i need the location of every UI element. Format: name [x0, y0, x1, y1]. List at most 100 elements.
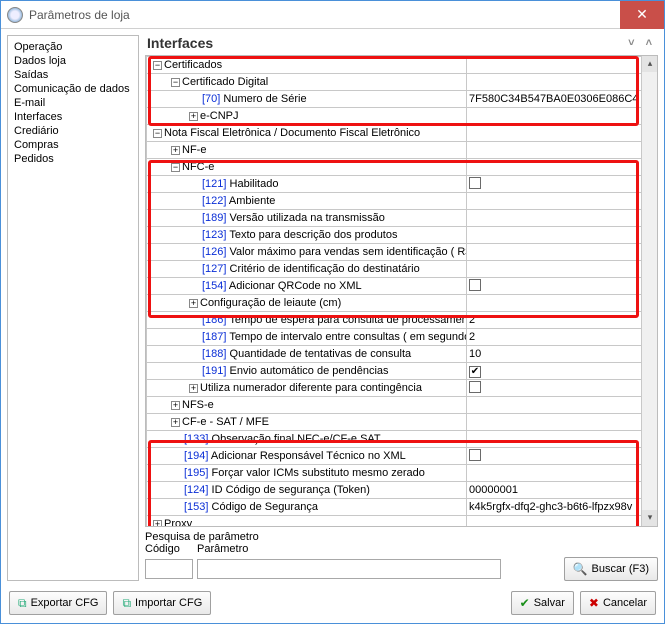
param-value-cell[interactable] — [467, 465, 657, 482]
param-row[interactable]: +e-CNPJ — [147, 108, 657, 125]
vertical-scrollbar[interactable]: ▴ ▾ — [641, 56, 657, 526]
param-row[interactable]: −NFC-e — [147, 159, 657, 176]
collapse-expand-chevrons[interactable]: ˅ ˄ — [628, 37, 656, 49]
checkbox[interactable] — [469, 381, 481, 393]
param-value-cell[interactable] — [467, 397, 657, 414]
sidebar-item-6[interactable]: Crediário — [14, 124, 132, 138]
param-value-cell[interactable] — [467, 431, 657, 448]
tree-toggle[interactable]: − — [153, 129, 162, 138]
checkbox[interactable]: ✔ — [469, 366, 481, 378]
param-value-cell[interactable] — [467, 278, 657, 295]
param-value-cell[interactable] — [467, 125, 657, 142]
param-label-cell: +Configuração de leiaute (cm) — [147, 295, 467, 312]
param-row[interactable]: +NFS-e — [147, 397, 657, 414]
tree-toggle[interactable]: − — [171, 78, 180, 87]
param-row[interactable]: [123] Texto para descrição dos produtos — [147, 227, 657, 244]
param-row[interactable]: [191] Envio automático de pendências✔ — [147, 363, 657, 380]
param-value-cell[interactable]: 7F580C34B547BA0E0306E086C4 — [467, 91, 657, 108]
export-cfg-button[interactable]: ⧉ Exportar CFG — [9, 591, 107, 615]
param-row[interactable]: [186] Tempo de espera para consulta de p… — [147, 312, 657, 329]
param-row[interactable]: +Proxy — [147, 516, 657, 528]
tree-toggle[interactable]: + — [171, 418, 180, 427]
search-code-input[interactable] — [145, 559, 193, 579]
checkbox[interactable] — [469, 279, 481, 291]
param-value-cell[interactable] — [467, 380, 657, 397]
param-value-cell[interactable]: 2 — [467, 329, 657, 346]
param-value-cell[interactable]: 00000001 — [467, 482, 657, 499]
tree-toggle[interactable]: + — [171, 401, 180, 410]
param-label-cell: [121] Habilitado — [147, 176, 467, 193]
checkbox[interactable] — [469, 449, 481, 461]
param-value-cell[interactable]: ✔ — [467, 363, 657, 380]
search-param-input[interactable] — [197, 559, 501, 579]
sidebar-item-5[interactable]: Interfaces — [14, 110, 132, 124]
param-value-cell[interactable] — [467, 193, 657, 210]
param-value-cell[interactable] — [467, 159, 657, 176]
tree-toggle[interactable]: + — [189, 384, 198, 393]
param-row[interactable]: [189] Versão utilizada na transmissão — [147, 210, 657, 227]
checkbox[interactable] — [469, 177, 481, 189]
scroll-down-button[interactable]: ▾ — [642, 510, 658, 526]
param-row[interactable]: −Nota Fiscal Eletrônica / Documento Fisc… — [147, 125, 657, 142]
param-value-cell[interactable]: k4k5rgfx-dfq2-ghc3-b6t6-lfpzx98v — [467, 499, 657, 516]
search-button[interactable]: 🔍 Buscar (F3) — [564, 557, 658, 581]
tree-toggle[interactable]: − — [171, 163, 180, 172]
param-value-cell[interactable] — [467, 414, 657, 431]
param-row[interactable]: [153] Código de Segurançak4k5rgfx-dfq2-g… — [147, 499, 657, 516]
param-value-cell[interactable] — [467, 57, 657, 74]
param-label-cell: −Certificado Digital — [147, 74, 467, 91]
param-value-cell[interactable]: 10 — [467, 346, 657, 363]
param-value-cell[interactable] — [467, 210, 657, 227]
param-row[interactable]: [194] Adicionar Responsável Técnico no X… — [147, 448, 657, 465]
param-value-cell[interactable] — [467, 261, 657, 278]
param-value-cell[interactable] — [467, 176, 657, 193]
param-row[interactable]: +Utiliza numerador diferente para contin… — [147, 380, 657, 397]
param-row[interactable]: [195] Forçar valor ICMs substituto mesmo… — [147, 465, 657, 482]
import-cfg-button[interactable]: ⧉ Importar CFG — [113, 591, 211, 615]
sidebar-item-8[interactable]: Pedidos — [14, 152, 132, 166]
tree-toggle[interactable]: + — [189, 299, 198, 308]
param-row[interactable]: [187] Tempo de intervalo entre consultas… — [147, 329, 657, 346]
tree-toggle[interactable]: + — [171, 146, 180, 155]
param-row[interactable]: +NF-e — [147, 142, 657, 159]
close-button[interactable]: ✕ — [620, 1, 664, 29]
param-value-cell[interactable] — [467, 108, 657, 125]
param-value-cell[interactable] — [467, 142, 657, 159]
param-row[interactable]: −Certificado Digital — [147, 74, 657, 91]
param-label-cell: +CF-e - SAT / MFE — [147, 414, 467, 431]
tree-toggle[interactable]: + — [153, 520, 162, 527]
param-row[interactable]: [154] Adicionar QRCode no XML — [147, 278, 657, 295]
param-id: [124] — [184, 484, 212, 496]
sidebar-item-2[interactable]: Saídas — [14, 68, 132, 82]
cancel-button[interactable]: ✖ Cancelar — [580, 591, 656, 615]
sidebar-item-1[interactable]: Dados loja — [14, 54, 132, 68]
param-row[interactable]: +Configuração de leiaute (cm) — [147, 295, 657, 312]
param-value-cell[interactable] — [467, 295, 657, 312]
param-id: [127] — [202, 263, 230, 275]
tree-toggle[interactable]: − — [153, 61, 162, 70]
param-row[interactable]: [122] Ambiente — [147, 193, 657, 210]
param-value-cell[interactable]: 2 — [467, 312, 657, 329]
scroll-up-button[interactable]: ▴ — [642, 56, 658, 72]
param-row[interactable]: [70] Numero de Série7F580C34B547BA0E0306… — [147, 91, 657, 108]
param-value-cell[interactable] — [467, 74, 657, 91]
parameter-grid-wrap: −Certificados−Certificado Digital[70] Nu… — [145, 55, 658, 527]
param-row[interactable]: [127] Critério de identificação do desti… — [147, 261, 657, 278]
sidebar-item-7[interactable]: Compras — [14, 138, 132, 152]
param-value-cell[interactable] — [467, 516, 657, 528]
sidebar-item-4[interactable]: E-mail — [14, 96, 132, 110]
param-row[interactable]: [188] Quantidade de tentativas de consul… — [147, 346, 657, 363]
param-value-cell[interactable] — [467, 448, 657, 465]
param-row[interactable]: [126] Valor máximo para vendas sem ident… — [147, 244, 657, 261]
param-row[interactable]: +CF-e - SAT / MFE — [147, 414, 657, 431]
sidebar-item-0[interactable]: Operação — [14, 40, 132, 54]
param-value-cell[interactable] — [467, 227, 657, 244]
param-value-cell[interactable] — [467, 244, 657, 261]
param-row[interactable]: −Certificados — [147, 57, 657, 74]
sidebar-item-3[interactable]: Comunicação de dados — [14, 82, 132, 96]
save-button[interactable]: ✔ Salvar — [511, 591, 574, 615]
param-row[interactable]: [121] Habilitado — [147, 176, 657, 193]
param-row[interactable]: [124] ID Código de segurança (Token)0000… — [147, 482, 657, 499]
tree-toggle[interactable]: + — [189, 112, 198, 121]
param-row[interactable]: [133] Observação final NFC-e/CF-e SAT — [147, 431, 657, 448]
